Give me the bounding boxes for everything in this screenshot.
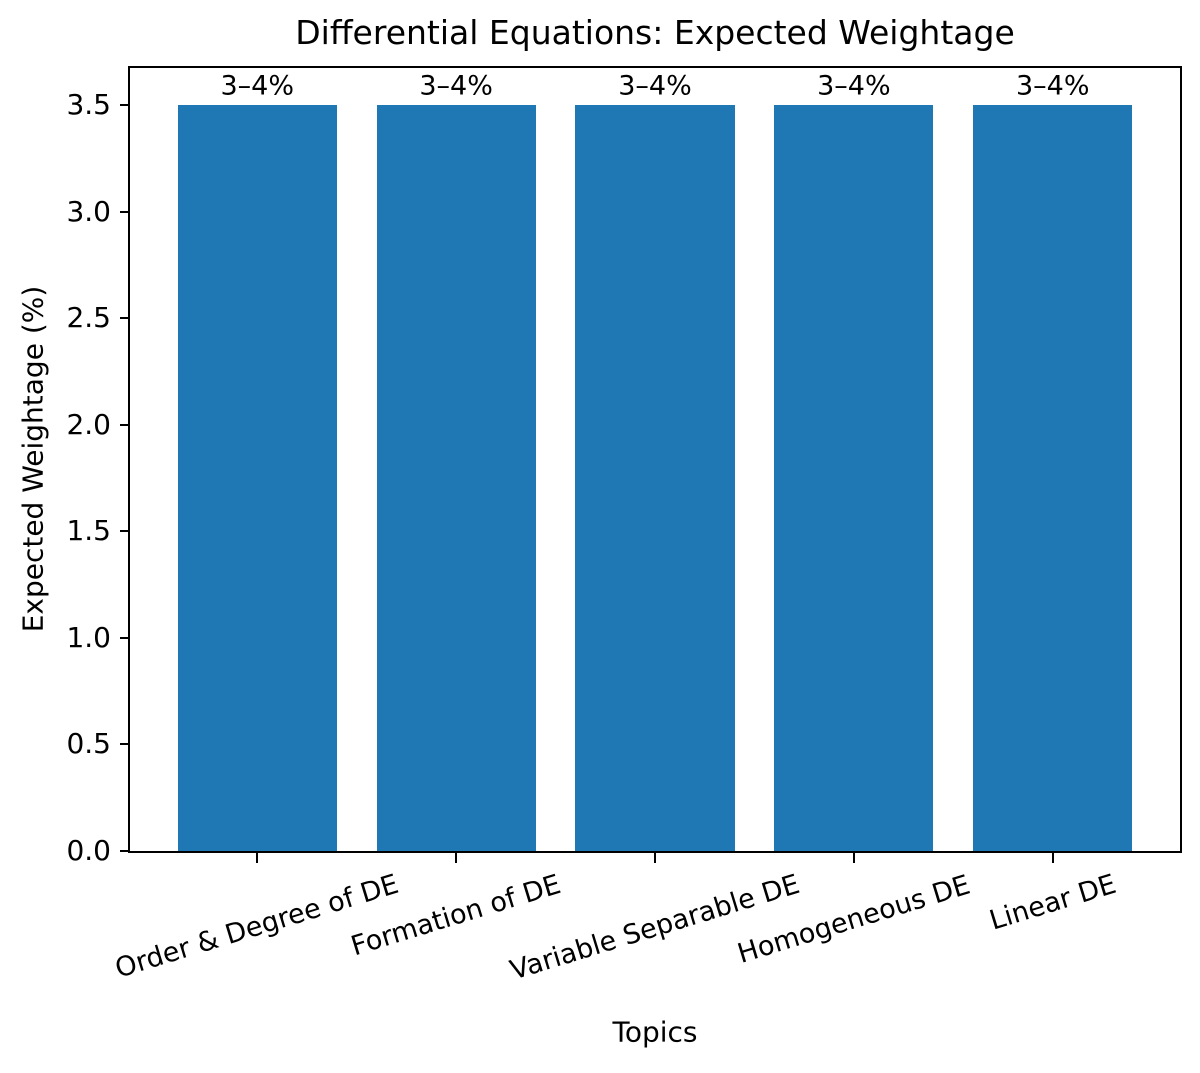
y-tick-label: 3.5 (66, 88, 111, 122)
x-tick-label: Order & Degree of DE (111, 869, 403, 985)
x-tick-label: Linear DE (985, 869, 1120, 937)
y-tick (120, 317, 130, 320)
y-tick (120, 530, 130, 533)
y-tick-label: 1.0 (66, 620, 111, 654)
x-tick (256, 851, 259, 863)
bar-value-label: 3–4% (220, 70, 295, 102)
chart-title: Differential Equations: Expected Weighta… (295, 13, 1015, 52)
bar (376, 105, 536, 851)
x-axis-label: Topics (612, 1015, 698, 1049)
y-tick-label: 1.5 (66, 514, 111, 548)
y-tick-label: 3.0 (66, 194, 111, 228)
y-tick (120, 210, 130, 213)
bar (177, 105, 337, 851)
y-tick-label: 2.0 (66, 407, 111, 441)
y-tick-label: 0.5 (66, 727, 111, 761)
x-tick (852, 851, 855, 863)
bar (973, 105, 1133, 851)
y-tick (120, 636, 130, 639)
x-tick (455, 851, 458, 863)
y-tick (120, 423, 130, 426)
bar (774, 105, 934, 851)
y-axis-label: Expected Weightage (%) (16, 285, 50, 633)
y-tick (120, 104, 130, 107)
y-tick-label: 2.5 (66, 301, 111, 335)
bar (575, 105, 735, 851)
bar-value-label: 3–4% (618, 70, 692, 102)
bar-value-label: 3–4% (419, 70, 493, 102)
y-tick (120, 743, 130, 746)
x-tick (654, 851, 656, 863)
y-tick (120, 850, 130, 852)
bar-value-label: 3–4% (1015, 70, 1090, 102)
x-tick (1051, 851, 1054, 863)
y-tick-label: 0.0 (66, 834, 111, 867)
bar-value-label: 3–4% (817, 70, 891, 102)
